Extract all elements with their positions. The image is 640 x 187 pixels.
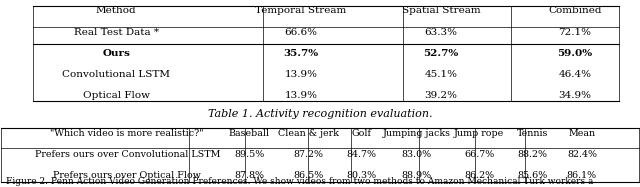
Text: Table 1. Activity recognition evaluation.: Table 1. Activity recognition evaluation… <box>208 109 432 119</box>
Text: Figure 2. Penn Action Video Generation Preferences. We show videos from two meth: Figure 2. Penn Action Video Generation P… <box>6 177 594 186</box>
